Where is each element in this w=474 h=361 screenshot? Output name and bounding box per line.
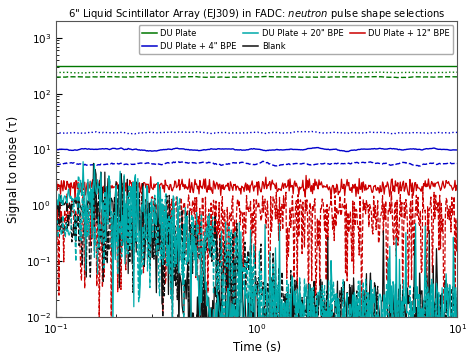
Legend: DU Plate, DU Plate + 4" BPE, DU Plate + 20" BPE, Blank, DU Plate + 12" BPE: DU Plate, DU Plate + 4" BPE, DU Plate + … xyxy=(138,25,453,54)
Title: 6" Liquid Scintillator Array (EJ309) in FADC: $\it{neutron}$ pulse shape selecti: 6" Liquid Scintillator Array (EJ309) in … xyxy=(68,7,445,21)
Y-axis label: Signal to noise (τ): Signal to noise (τ) xyxy=(7,116,20,223)
X-axis label: Time (s): Time (s) xyxy=(233,341,281,354)
